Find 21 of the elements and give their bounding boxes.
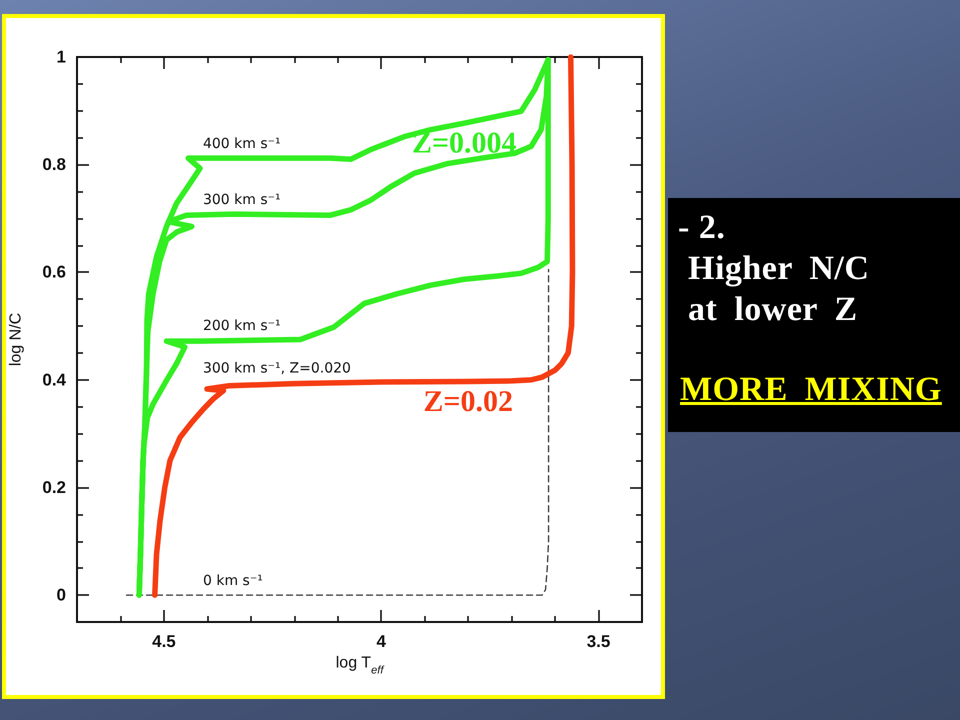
x-tick-label: 3.5 xyxy=(586,632,610,651)
series-label: 300 km s⁻¹ xyxy=(202,192,281,208)
text: at lower Z xyxy=(688,290,858,330)
x-tick-label: 4 xyxy=(376,632,386,651)
text: Higher N/C xyxy=(688,249,870,289)
y-tick-label: 0.6 xyxy=(42,262,66,282)
series-label: 300 km s⁻¹, Z=0.020 xyxy=(202,360,351,377)
series-label: 200 km s⁻¹ xyxy=(202,318,281,334)
y-tick-label: 1 xyxy=(56,48,66,66)
annotation: Z=0.004 xyxy=(412,126,517,160)
text: - 2. xyxy=(678,208,726,248)
x-tick-label: 4.5 xyxy=(152,632,176,651)
series-label: 0 km s⁻¹ xyxy=(202,573,263,590)
y-axis-title: log N/C xyxy=(8,312,24,366)
y-tick-label: 0.4 xyxy=(42,370,67,390)
series-label: 400 km s⁻¹ xyxy=(202,136,281,152)
y-tick-label: 0.2 xyxy=(42,478,66,497)
y-tick-label: 0.8 xyxy=(42,155,66,174)
text: MORE MIXING xyxy=(680,370,942,410)
annotation: Z=0.02 xyxy=(423,384,513,418)
y-tick-label: 0 xyxy=(56,586,66,605)
